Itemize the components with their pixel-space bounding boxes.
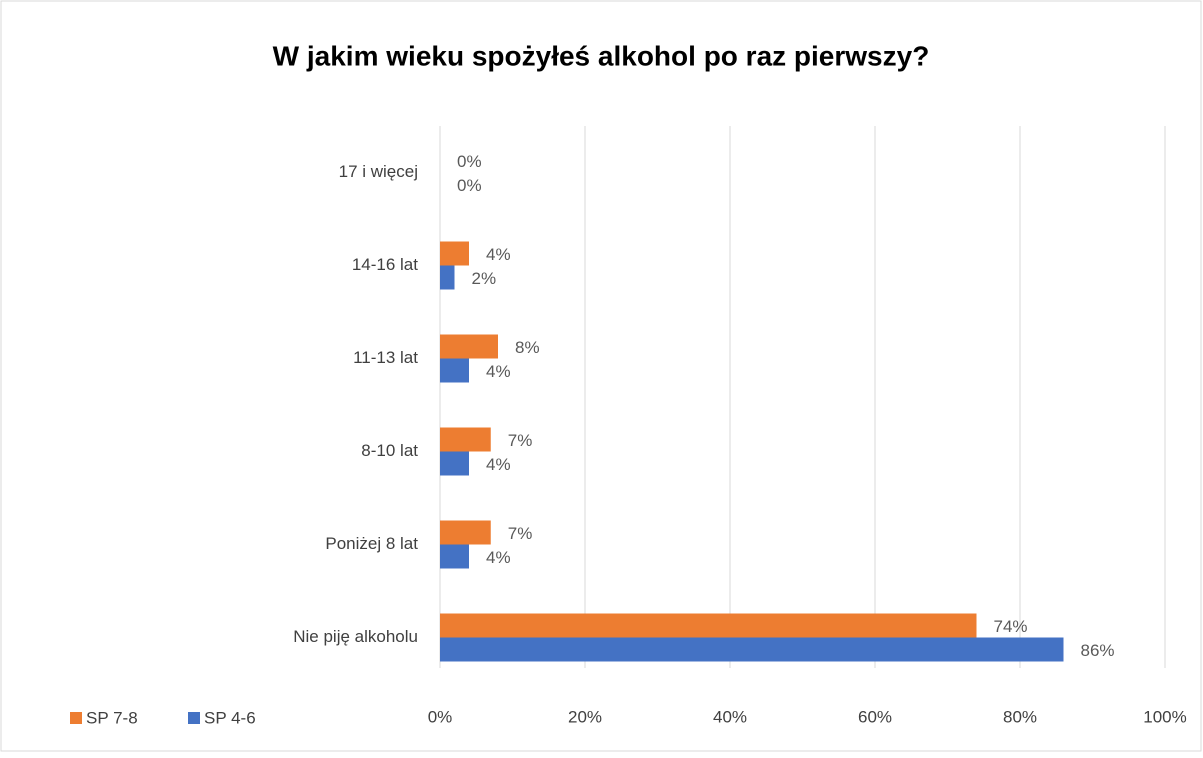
bar — [440, 613, 977, 638]
y-tick-label: 14-16 lat — [352, 255, 418, 274]
legend-label: SP 4-6 — [204, 708, 256, 727]
value-label: 4% — [486, 548, 511, 567]
value-label: 0% — [457, 152, 482, 171]
bar — [440, 241, 469, 266]
bar — [440, 520, 491, 545]
x-tick-label: 0% — [428, 707, 453, 726]
x-tick-label: 100% — [1143, 707, 1186, 726]
chart-title: W jakim wieku spożyłeś alkohol po raz pi… — [273, 40, 930, 71]
bar — [440, 637, 1064, 662]
bar — [440, 544, 469, 569]
legend-swatch — [188, 712, 200, 724]
value-label: 4% — [486, 362, 511, 381]
value-label: 7% — [508, 524, 533, 543]
value-label: 4% — [486, 245, 511, 264]
bar — [440, 358, 469, 383]
bar — [440, 451, 469, 476]
value-label: 8% — [515, 338, 540, 357]
value-label: 86% — [1081, 641, 1115, 660]
legend-label: SP 7-8 — [86, 708, 138, 727]
value-label: 4% — [486, 455, 511, 474]
x-tick-label: 60% — [858, 707, 892, 726]
value-label: 74% — [994, 617, 1028, 636]
bar — [440, 334, 498, 359]
x-tick-label: 40% — [713, 707, 747, 726]
x-tick-label: 20% — [568, 707, 602, 726]
y-tick-label: 17 i więcej — [339, 162, 418, 181]
y-tick-label: 8-10 lat — [361, 441, 418, 460]
y-tick-label: Nie piję alkoholu — [293, 627, 418, 646]
bar — [440, 265, 455, 290]
value-label: 7% — [508, 431, 533, 450]
value-label: 2% — [472, 269, 497, 288]
bar — [440, 427, 491, 452]
legend-swatch — [70, 712, 82, 724]
y-tick-label: 11-13 lat — [353, 348, 418, 367]
x-tick-label: 80% — [1003, 707, 1037, 726]
y-tick-label: Poniżej 8 lat — [325, 534, 418, 553]
value-label: 0% — [457, 176, 482, 195]
